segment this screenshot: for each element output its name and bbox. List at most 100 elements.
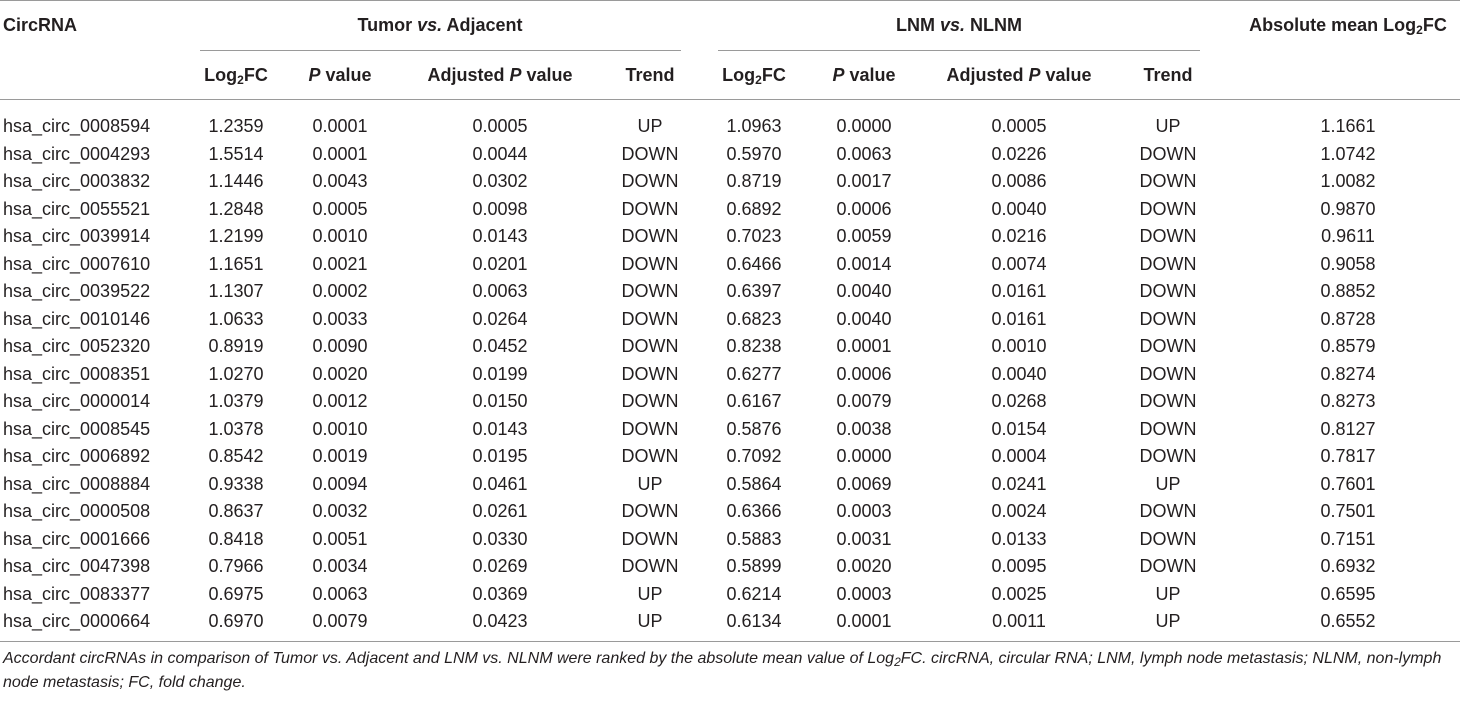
p-value-lnm-cell: 0.0000 [836,446,892,466]
log2fc-tumor-cell: 0.8418 [208,528,264,549]
p-value-lnm-cell: 0.0017 [836,171,892,191]
adj-p-value-lnm-cell: 0.0216 [991,226,1047,246]
p-value-tumor-cell: 0.0032 [312,501,368,521]
sh-log-tail: FC [243,65,268,85]
trend-lnm-cell: DOWN [1139,418,1197,439]
trend-lnm-cell: DOWN [1139,171,1197,191]
abs-mean-log2fc-cell: 0.6932 [1320,556,1376,576]
p-value-lnm-cell: 0.0069 [836,473,892,494]
trend-tumor-cell: DOWN [621,446,679,466]
adj-p-value-tumor-cell: 0.0005 [472,116,528,136]
p-value-tumor-cell: 0.0079 [312,611,368,631]
sh-p-rest: value [844,65,896,85]
header-group-lnm-vs-nlnm: LNM vs. NLNM [896,14,1022,36]
log2fc-lnm-cell: 1.0963 [726,116,782,136]
circrna-id-cell: hsa_circ_0008594 [3,116,151,136]
p-value-tumor-cell: 0.0051 [312,528,368,549]
log2fc-tumor-cell: 1.1307 [208,281,264,301]
p-value-lnm-cell: 0.0038 [836,418,892,439]
circrna-id-cell: hsa_circ_0039522 [3,281,151,301]
circrna-id-cell: hsa_circ_0000508 [3,501,151,521]
trend-lnm-cell: DOWN [1139,528,1197,549]
abs-mean-log2fc-cell: 0.8852 [1320,281,1376,301]
log2fc-tumor-cell: 1.2359 [208,116,264,136]
log2fc-lnm-cell: 0.5876 [726,418,782,439]
trend-tumor-cell: UP [637,611,663,631]
trend-tumor-cell: DOWN [621,281,679,301]
abs-mean-log2fc-cell: 0.8728 [1320,308,1376,329]
header-absolute-mean-log2fc: Absolute mean Log2FC [1249,14,1447,36]
trend-lnm-cell: DOWN [1139,143,1197,164]
trend-lnm-cell: DOWN [1139,391,1197,411]
abs-mean-log2fc-cell: 0.9058 [1320,253,1376,274]
subheader-adjusted-p-value-1: Adjusted P value [427,64,572,86]
abs-mean-log2fc-cell: 1.0742 [1320,143,1376,164]
trend-lnm-cell: DOWN [1139,281,1197,301]
p-value-tumor-cell: 0.0090 [312,336,368,356]
abs-mean-tail: FC [1422,15,1447,35]
log2fc-lnm-cell: 0.6167 [726,391,782,411]
circrna-id-cell: hsa_circ_0003832 [3,171,151,191]
group2-underline [718,50,1200,51]
log2fc-lnm-cell: 0.5899 [726,556,782,576]
sh-log-text: Log [204,65,238,85]
p-value-tumor-cell: 0.0005 [312,198,368,219]
log2fc-lnm-cell: 0.6466 [726,253,782,274]
adj-p-value-lnm-cell: 0.0095 [991,556,1047,576]
trend-tumor-cell: DOWN [621,501,679,521]
table-top-rule [0,0,1460,1]
adj-p-value-lnm-cell: 0.0040 [991,363,1047,384]
subheader-p-value-2: P value [832,64,895,86]
circrna-id-cell: hsa_circ_0000664 [3,611,151,631]
adj-p-value-tumor-cell: 0.0269 [472,556,528,576]
log2fc-lnm-cell: 0.8238 [726,336,782,356]
p-value-lnm-cell: 0.0014 [836,253,892,274]
log2fc-tumor-cell: 0.9338 [208,473,264,494]
adj-p-value-lnm-cell: 0.0005 [991,116,1047,136]
sh-p: P [832,65,845,85]
trend-lnm-cell: UP [1155,473,1181,494]
log2fc-lnm-cell: 0.5970 [726,143,782,164]
abs-mean-sub: 2 [1416,23,1423,37]
p-value-lnm-cell: 0.0040 [836,281,892,301]
group2-vs: vs. [939,15,966,35]
header-circrna: CircRNA [3,15,78,35]
trend-tumor-cell: UP [637,583,663,604]
trend-lnm-cell: DOWN [1139,363,1197,384]
p-value-tumor-cell: 0.0010 [312,226,368,246]
subheader-p-value-1: P value [308,64,371,86]
adj-p-value-tumor-cell: 0.0063 [472,281,528,301]
adj-p-value-tumor-cell: 0.0143 [472,226,528,246]
adj-p-value-tumor-cell: 0.0452 [472,336,528,356]
adj-p-value-tumor-cell: 0.0423 [472,611,528,631]
subheader-log2fc-1: Log2FC [204,64,268,86]
adj-p-value-tumor-cell: 0.0302 [472,171,528,191]
adj-p-value-tumor-cell: 0.0330 [472,528,528,549]
sh-log-text: Log [722,65,756,85]
abs-mean-log2fc-cell: 0.8579 [1320,336,1376,356]
p-value-lnm-cell: 0.0006 [836,363,892,384]
log2fc-tumor-cell: 0.7966 [208,556,264,576]
p-value-tumor-cell: 0.0012 [312,391,368,411]
trend-lnm-cell: DOWN [1139,556,1197,576]
abs-mean-log2fc-cell: 0.8273 [1320,391,1376,411]
abs-mean-log2fc-cell: 0.9870 [1320,198,1376,219]
caption-sub: 2 [894,655,901,669]
group1-underline [200,50,681,51]
log2fc-lnm-cell: 0.5864 [726,473,782,494]
log2fc-lnm-cell: 0.6134 [726,611,782,631]
p-value-lnm-cell: 0.0003 [836,501,892,521]
group2-suffix: NLNM [965,15,1023,35]
trend-tumor-cell: DOWN [621,308,679,329]
log2fc-lnm-cell: 0.6366 [726,501,782,521]
p-value-tumor-cell: 0.0033 [312,308,368,329]
trend-lnm-cell: DOWN [1139,308,1197,329]
p-value-tumor-cell: 0.0094 [312,473,368,494]
trend-lnm-cell: DOWN [1139,501,1197,521]
sh-p-rest: value [320,65,372,85]
trend-tumor-cell: UP [637,116,663,136]
abs-mean-log2fc-cell: 0.7817 [1320,446,1376,466]
adj-p-value-tumor-cell: 0.0098 [472,198,528,219]
adj-p-value-tumor-cell: 0.0369 [472,583,528,604]
sh-log-tail: FC [761,65,786,85]
